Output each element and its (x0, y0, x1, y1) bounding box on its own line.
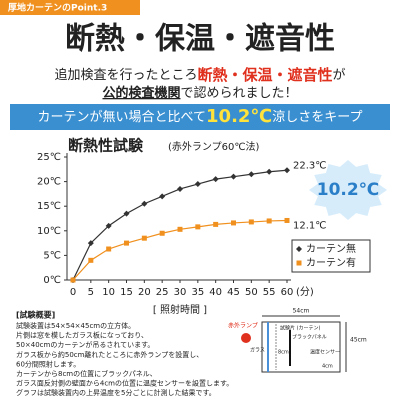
end-label: 22.3℃ (293, 160, 327, 171)
summary-line: ガラス面反対側の壁面から4cmの位置に温度センサーを設置します。 (16, 379, 233, 388)
intro-highlight: 断熱・保温・遮音性 (197, 66, 332, 84)
chart-subtitle: (赤外ランプ60℃法) (168, 140, 260, 153)
end-label: 12.1℃ (293, 220, 327, 231)
banner: カーテンが無い場合と比べて10.2℃涼しさをキープ (38, 106, 363, 127)
intro-text: で認められました！ (181, 85, 298, 101)
sample-label: 試験片 (カーテン) (280, 325, 321, 332)
x-tick-label: 55 (263, 287, 276, 298)
summary-line: ガラス板から約50cm離れたところに赤外ランプを設置し、 (16, 350, 203, 359)
chart-title: 断熱性試験 (68, 137, 144, 155)
difference-burst (309, 160, 387, 220)
x-tick-label: 20 (138, 287, 151, 298)
banner-highlight: 10.2℃ (206, 106, 272, 127)
gap-sensor: 4cm (322, 364, 333, 370)
y-tick-label: 10℃ (37, 226, 61, 237)
legend-box (291, 239, 371, 273)
point (123, 210, 130, 217)
point (141, 235, 147, 241)
point (177, 185, 183, 192)
badge-bg (0, 0, 140, 15)
point (106, 246, 112, 252)
y-tick-label: 5℃ (43, 250, 61, 261)
x-tick-label: 5 (88, 287, 94, 298)
intro-line1: 追加検査を行ったところ断熱・保温・遮音性が (54, 66, 345, 84)
banner-text: 涼しさをキープ (272, 110, 362, 125)
summary-line: グラフは試験装置内の上昇温度を5分ごとに計測した結果です。 (16, 388, 216, 397)
summary-line: 50×40cmのカーテンが吊るされています。 (16, 340, 154, 349)
y-tick-label: 25℃ (37, 152, 61, 163)
summary-line: 片側は窓を模したガラス板になっており、 (16, 331, 148, 340)
legend-marker (296, 246, 302, 252)
summary-line: 60分間照射します。 (16, 359, 80, 368)
gap-panel: 8cm (278, 350, 289, 356)
panel-label: ブラックパネル (292, 334, 327, 341)
point (284, 167, 290, 174)
y-tick-label: 20℃ (37, 177, 61, 188)
intro-underlined: 公的検査機関 (102, 85, 180, 101)
point (284, 217, 290, 223)
x-tick-label: 50 (245, 287, 258, 298)
summary-line: 試験装置は54×54×45cmの立方体。 (16, 321, 135, 330)
sensor-label: 温度センサー (310, 349, 340, 356)
point (266, 168, 273, 175)
legend-label: カーテン無 (306, 242, 356, 255)
point (266, 218, 272, 224)
x-tick-label: 40 (209, 287, 222, 298)
point (124, 240, 129, 246)
x-tick-label: 25 (156, 287, 169, 298)
banner-text: カーテンが無い場合と比べて (38, 110, 206, 125)
intro-line2: 公的検査機関で認められました！ (102, 85, 297, 101)
x-tick-label: 0 (70, 287, 76, 298)
difference-label: 10.2℃ (317, 180, 380, 200)
y-tick-label: 15℃ (37, 201, 61, 212)
y-tick-label: 0℃ (43, 275, 61, 286)
summary-heading: [試験概要] (16, 310, 55, 320)
x-tick-label: 35 (191, 287, 204, 298)
diagram: 54cm 45cm 赤外ランプ 試験片 (カーテン) ブラックパネル 温度センサ… (228, 308, 367, 373)
intro-text: 追加検査を行ったところ (54, 67, 197, 83)
x-tick-label: 15 (120, 287, 133, 298)
point (212, 176, 219, 183)
point (159, 230, 165, 236)
legend-label: カーテン有 (306, 256, 356, 269)
test-box (261, 321, 341, 373)
lamp-icon (241, 333, 251, 343)
x-tick-label: 60 (281, 287, 294, 298)
point (105, 222, 112, 229)
glass-label: ガラス (250, 347, 265, 354)
x-axis-label: [ 照射時間 ] (153, 304, 207, 316)
point (159, 193, 166, 200)
summary-line: カーテンから8cmの位置にブラックパネル、 (16, 369, 157, 378)
point (248, 171, 255, 178)
intro-text: が (333, 68, 346, 83)
point (195, 224, 201, 230)
point (213, 221, 219, 227)
point (177, 226, 183, 232)
point (88, 257, 94, 263)
x-unit: (分) (296, 286, 314, 298)
headline: 断熱・保温・遮音性 (65, 22, 335, 57)
point (87, 240, 94, 247)
x-tick-label: 45 (227, 287, 240, 298)
legend-marker (296, 260, 302, 266)
point (194, 181, 201, 188)
banner-bg (10, 104, 390, 130)
point (248, 219, 254, 225)
point (70, 277, 76, 283)
point (141, 200, 148, 207)
dim-width: 54cm (293, 308, 310, 315)
badge: 厚地カーテンのPoint.3 (8, 2, 107, 14)
x-tick-label: 10 (102, 287, 115, 298)
x-tick-label: 30 (174, 287, 187, 298)
dim-height: 45cm (350, 337, 367, 344)
point (231, 220, 236, 226)
lamp-label: 赤外ランプ (228, 322, 258, 330)
point (230, 173, 237, 180)
